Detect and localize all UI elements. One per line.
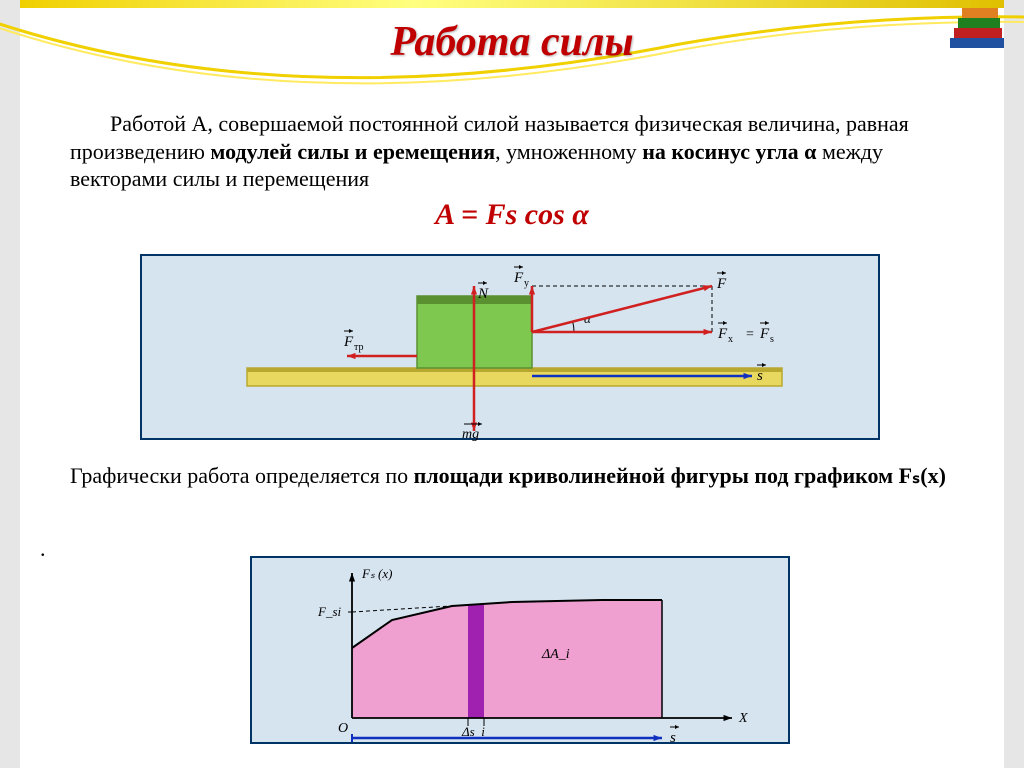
force-diagram: αFFx=FsFyNmgFтрs xyxy=(140,254,880,440)
formula: A = Fs cos α xyxy=(20,198,1004,232)
para2-bold: площади криволинейной фигуры под графико… xyxy=(414,463,946,488)
svg-text:N: N xyxy=(477,286,489,302)
svg-text:mg: mg xyxy=(462,427,479,442)
para2-pre: Графически работа определяется по xyxy=(70,463,414,488)
para1-bold1: модулей силы и еремещения xyxy=(210,139,495,164)
svg-text:F: F xyxy=(759,326,770,342)
svg-text:s: s xyxy=(757,368,763,384)
para1-mid: , умноженному xyxy=(495,139,642,164)
svg-text:s: s xyxy=(670,730,676,746)
work-area-graph: F_siXFₛ (x)OΔs_iΔA_is xyxy=(250,556,790,744)
para1-bold2: на косинус угла α xyxy=(642,139,816,164)
slide-top-border xyxy=(20,0,1004,8)
svg-text:F: F xyxy=(343,334,354,350)
stray-dot: . xyxy=(40,536,46,562)
graph-paragraph: Графически работа определяется по площад… xyxy=(70,462,970,490)
svg-text:O: O xyxy=(338,721,348,736)
force-diagram-svg: αFFx=FsFyNmgFтрs xyxy=(142,256,882,442)
slide-title: Работа силы xyxy=(20,18,1004,66)
svg-text:ΔA_i: ΔA_i xyxy=(541,647,570,662)
svg-text:Fₛ (x): Fₛ (x) xyxy=(361,566,392,581)
svg-text:X: X xyxy=(738,711,748,726)
svg-text:F: F xyxy=(513,270,524,286)
svg-text:=: = xyxy=(746,327,754,342)
svg-text:y: y xyxy=(524,278,529,289)
work-area-graph-svg: F_siXFₛ (x)OΔs_iΔA_is xyxy=(252,558,792,746)
svg-text:F: F xyxy=(717,326,728,342)
svg-text:s: s xyxy=(770,334,774,345)
slide: Работа силы Работой А, совершаемой посто… xyxy=(20,0,1004,768)
svg-text:F: F xyxy=(716,276,727,292)
svg-text:тр: тр xyxy=(354,342,364,353)
svg-text:x: x xyxy=(728,334,733,345)
svg-text:F_si: F_si xyxy=(317,604,342,619)
definition-paragraph: Работой А, совершаемой постоянной силой … xyxy=(70,110,970,193)
